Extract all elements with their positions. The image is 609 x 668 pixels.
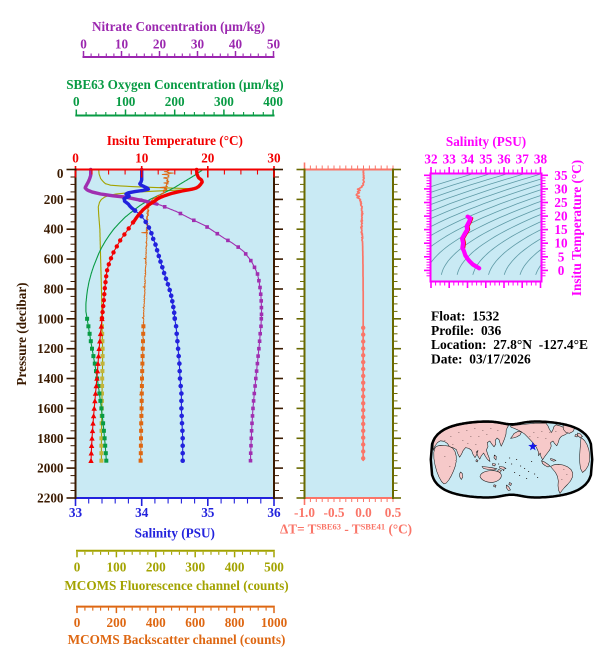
svg-text:36: 36: [497, 152, 511, 167]
svg-text:50: 50: [267, 37, 281, 52]
svg-text:10: 10: [115, 37, 129, 52]
svg-text:Salinity (PSU): Salinity (PSU): [446, 134, 526, 149]
svg-text:200: 200: [44, 192, 64, 207]
svg-text:500: 500: [264, 560, 284, 575]
svg-text:34: 34: [461, 152, 475, 167]
svg-text:Pressure (decibar): Pressure (decibar): [14, 282, 29, 385]
svg-text:200: 200: [165, 94, 185, 109]
svg-text:MCOMS Fluorescence channel (co: MCOMS Fluorescence channel (counts): [64, 578, 288, 593]
svg-text:33: 33: [443, 152, 457, 167]
svg-text:0: 0: [72, 151, 79, 166]
svg-text:0.0: 0.0: [355, 505, 372, 520]
svg-text:400: 400: [263, 94, 283, 109]
svg-text:0: 0: [57, 166, 64, 181]
svg-text:10: 10: [135, 151, 149, 166]
svg-text:34: 34: [135, 505, 149, 520]
svg-text:Profile: 036: Profile: 036: [431, 323, 501, 338]
svg-text:33: 33: [69, 505, 83, 520]
svg-text:20: 20: [201, 151, 215, 166]
svg-text:0: 0: [74, 560, 81, 575]
svg-text:-1.0: -1.0: [294, 505, 315, 520]
svg-text:400: 400: [225, 560, 245, 575]
svg-text:38: 38: [534, 152, 548, 167]
svg-text:200: 200: [146, 560, 166, 575]
svg-text:800: 800: [225, 615, 245, 630]
svg-text:400: 400: [44, 222, 64, 237]
svg-text:10: 10: [554, 236, 568, 251]
svg-text:0: 0: [558, 263, 565, 278]
svg-text:30: 30: [554, 181, 568, 196]
svg-text:100: 100: [116, 94, 136, 109]
svg-text:20: 20: [153, 37, 167, 52]
svg-text:40: 40: [229, 37, 243, 52]
svg-text:1000: 1000: [261, 615, 288, 630]
svg-text:2200: 2200: [37, 491, 64, 506]
svg-text:1400: 1400: [37, 371, 64, 386]
svg-text:1800: 1800: [37, 431, 64, 446]
svg-text:ΔT= TSBE63 - TSBE41 (°C): ΔT= TSBE63 - TSBE41 (°C): [280, 522, 412, 537]
svg-text:25: 25: [554, 195, 568, 210]
svg-text:Date: 03/17/2026: Date: 03/17/2026: [431, 351, 531, 366]
svg-text:600: 600: [44, 252, 64, 267]
svg-text:300: 300: [185, 560, 205, 575]
svg-text:2000: 2000: [37, 461, 64, 476]
svg-text:35: 35: [201, 505, 215, 520]
svg-text:0: 0: [80, 37, 87, 52]
svg-text:400: 400: [146, 615, 166, 630]
svg-text:800: 800: [44, 282, 64, 297]
svg-text:0: 0: [73, 94, 80, 109]
svg-text:Salinity (PSU): Salinity (PSU): [135, 526, 215, 541]
svg-text:37: 37: [516, 152, 530, 167]
svg-text:200: 200: [107, 615, 127, 630]
svg-text:Float: 1532: Float: 1532: [431, 309, 499, 324]
svg-text:35: 35: [479, 152, 493, 167]
svg-text:MCOMS Backscatter channel (cou: MCOMS Backscatter channel (counts): [68, 632, 286, 647]
svg-text:0.5: 0.5: [385, 505, 402, 520]
svg-text:0: 0: [74, 615, 81, 630]
svg-text:32: 32: [424, 152, 438, 167]
svg-text:5: 5: [558, 249, 565, 264]
svg-text:300: 300: [214, 94, 234, 109]
svg-text:20: 20: [554, 209, 568, 224]
svg-text:1200: 1200: [37, 341, 64, 356]
svg-text:Insitu Temperature (°C): Insitu Temperature (°C): [107, 133, 243, 148]
svg-text:-0.5: -0.5: [324, 505, 345, 520]
svg-text:36: 36: [267, 505, 281, 520]
svg-text:Nitrate Concentration (μm/kg): Nitrate Concentration (μm/kg): [92, 19, 265, 34]
svg-text:1600: 1600: [37, 401, 64, 416]
svg-text:35: 35: [554, 168, 568, 183]
svg-text:Insitu Temperature (°C): Insitu Temperature (°C): [569, 160, 584, 296]
svg-text:30: 30: [267, 151, 281, 166]
svg-text:Location: 27.8°N -127.4°E: Location: 27.8°N -127.4°E: [431, 337, 588, 352]
svg-text:SBE63 Oxygen Concentration (μm: SBE63 Oxygen Concentration (μm/kg): [66, 77, 283, 92]
svg-text:600: 600: [185, 615, 205, 630]
svg-text:30: 30: [191, 37, 205, 52]
svg-text:15: 15: [554, 222, 568, 237]
svg-text:100: 100: [107, 560, 127, 575]
svg-text:1000: 1000: [37, 311, 64, 326]
